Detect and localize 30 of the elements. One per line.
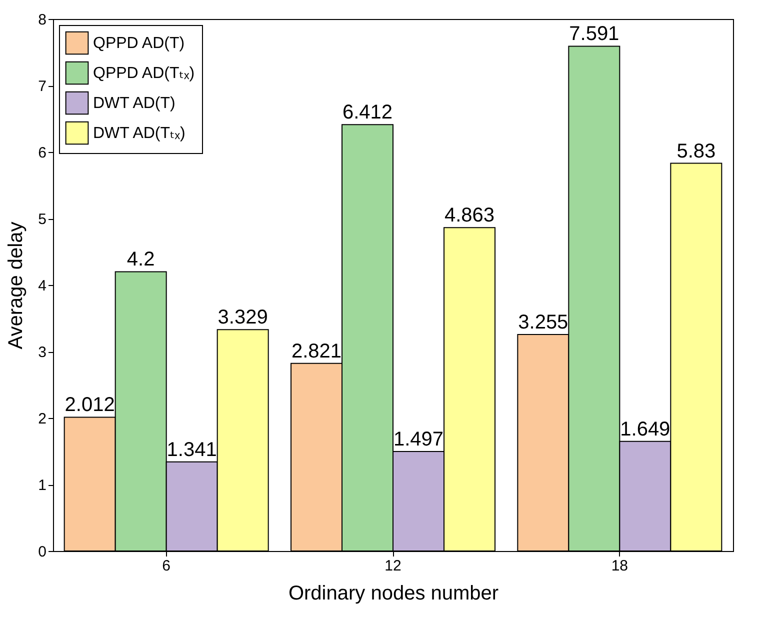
legend-label: QPPD AD(T) [93, 35, 185, 52]
y-tick-label: 4 [38, 278, 46, 294]
y-tick-label: 1 [38, 477, 46, 494]
y-tick-label: 3 [38, 344, 46, 361]
data-label: 5.83 [676, 140, 716, 162]
data-label: 1.341 [166, 438, 217, 461]
x-tick-label: 6 [162, 558, 171, 574]
y-tick-label: 6 [38, 144, 46, 162]
legend-label: DWT AD(T) [93, 95, 176, 112]
data-label: 7.591 [569, 23, 620, 46]
data-label: 2.012 [64, 394, 115, 416]
legend-label: DWT AD(Tₜₓ) [93, 125, 186, 142]
data-label: 6.412 [342, 102, 393, 124]
y-tick-label: 0 [38, 544, 46, 560]
data-label: 3.255 [518, 312, 568, 334]
data-label: 4.2 [126, 248, 155, 271]
y-tick-label: 5 [38, 211, 46, 228]
y-tick-label: 8 [38, 12, 46, 28]
legend-label: QPPD AD(Tₜₓ) [93, 65, 195, 82]
data-label: 4.863 [444, 204, 495, 227]
data-label: 1.649 [620, 418, 670, 440]
x-axis-title: Ordinary nodes number [288, 582, 499, 604]
data-label: 2.821 [291, 340, 342, 362]
y-tick-label: 7 [38, 78, 46, 95]
data-label: 3.329 [218, 306, 268, 329]
data-label: 1.497 [393, 428, 444, 450]
y-tick-label: 2 [38, 410, 46, 428]
x-tick-label: 12 [384, 558, 402, 574]
y-axis-title: Average delay [5, 222, 28, 350]
x-tick-label: 18 [611, 558, 628, 574]
